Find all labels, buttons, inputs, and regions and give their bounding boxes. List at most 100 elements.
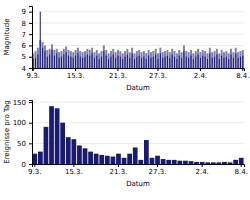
y-axis: 050100150 bbox=[13, 99, 33, 169]
bar bbox=[89, 50, 91, 68]
bar bbox=[127, 154, 132, 164]
y-axis-title: Ereignisse pro Tag bbox=[3, 100, 11, 164]
bar bbox=[166, 50, 168, 68]
bar bbox=[63, 54, 64, 68]
bar bbox=[117, 50, 119, 68]
bar bbox=[37, 48, 39, 68]
bar bbox=[162, 52, 164, 68]
bar bbox=[71, 139, 76, 164]
bar bbox=[87, 54, 88, 68]
tick-label: 8 bbox=[22, 20, 26, 28]
tick: 50 bbox=[17, 140, 32, 148]
bar bbox=[239, 158, 244, 164]
bar bbox=[55, 108, 60, 164]
bar bbox=[115, 58, 116, 68]
bar bbox=[217, 162, 222, 164]
bar bbox=[145, 53, 147, 68]
bar bbox=[240, 57, 241, 68]
bar bbox=[159, 48, 161, 68]
bar bbox=[193, 59, 194, 68]
bar bbox=[172, 54, 173, 68]
bar bbox=[148, 50, 150, 68]
bar bbox=[211, 162, 216, 164]
bar bbox=[181, 52, 183, 68]
bar bbox=[221, 56, 222, 68]
bar bbox=[35, 51, 37, 68]
bar bbox=[171, 49, 173, 68]
tick: 7 bbox=[22, 31, 32, 39]
bar bbox=[232, 52, 234, 68]
bar bbox=[165, 57, 166, 68]
bar bbox=[35, 58, 36, 68]
bar bbox=[158, 59, 159, 68]
bar bbox=[72, 52, 74, 68]
bar bbox=[133, 147, 138, 164]
tick: 8 bbox=[22, 20, 32, 28]
bar bbox=[37, 54, 38, 68]
bar bbox=[49, 54, 50, 68]
tick-label: 8.4. bbox=[236, 72, 249, 80]
x-axis-title: Datum bbox=[126, 84, 150, 92]
tick-mark bbox=[29, 164, 32, 165]
tick-label: 5 bbox=[22, 53, 26, 61]
tick-mark bbox=[73, 164, 74, 167]
bar bbox=[126, 49, 128, 68]
bar bbox=[176, 53, 178, 68]
tick-mark bbox=[29, 68, 32, 69]
bar bbox=[141, 52, 143, 68]
bar bbox=[96, 56, 97, 68]
bar bbox=[194, 162, 199, 164]
bar bbox=[108, 59, 109, 68]
tick: 21.3. bbox=[110, 164, 128, 176]
x-axis: 9.3.15.3.21.3.27.3.2.4.8.4. bbox=[28, 164, 248, 176]
bar bbox=[58, 52, 60, 68]
bar bbox=[84, 51, 86, 68]
bar bbox=[167, 56, 168, 68]
bar bbox=[150, 158, 155, 164]
bar bbox=[155, 49, 157, 68]
grid bbox=[32, 12, 244, 68]
bar bbox=[80, 57, 81, 68]
panel: 9.3.15.3.21.3.27.3.2.4.8.4.456789DatumMa… bbox=[3, 7, 250, 93]
tick-label: 50 bbox=[17, 140, 26, 148]
bar bbox=[225, 51, 227, 68]
bar bbox=[206, 53, 208, 68]
bar bbox=[105, 50, 107, 68]
bar bbox=[61, 57, 62, 68]
bar bbox=[192, 53, 194, 68]
tick-mark bbox=[75, 68, 76, 71]
bar bbox=[160, 53, 161, 68]
bars bbox=[32, 12, 244, 68]
bar bbox=[174, 57, 175, 68]
bar bbox=[157, 53, 159, 68]
bar bbox=[223, 58, 224, 68]
bar bbox=[101, 57, 102, 68]
tick-mark bbox=[29, 123, 32, 124]
bar bbox=[75, 56, 76, 68]
tick-label: 2.4. bbox=[194, 72, 207, 80]
tick-label: 15.3. bbox=[67, 72, 85, 80]
tick-mark bbox=[118, 164, 119, 167]
bar bbox=[195, 57, 196, 68]
bar bbox=[132, 53, 133, 68]
bar bbox=[127, 54, 128, 68]
bar bbox=[124, 51, 126, 68]
tick-mark bbox=[29, 23, 32, 24]
axis-line bbox=[33, 69, 245, 72]
bar bbox=[202, 56, 203, 68]
tick: 2.4. bbox=[195, 164, 208, 176]
bar bbox=[152, 51, 154, 68]
bar bbox=[235, 53, 236, 68]
axis-line bbox=[29, 7, 33, 69]
bar bbox=[100, 51, 102, 68]
bar bbox=[237, 52, 239, 68]
bar bbox=[98, 53, 100, 68]
bar bbox=[200, 162, 205, 164]
bar bbox=[231, 54, 232, 68]
bar bbox=[49, 49, 51, 68]
bar bbox=[172, 160, 177, 164]
bar bbox=[214, 57, 215, 68]
bar bbox=[66, 52, 67, 68]
tick: 21.3. bbox=[109, 68, 127, 80]
bar bbox=[186, 57, 187, 68]
